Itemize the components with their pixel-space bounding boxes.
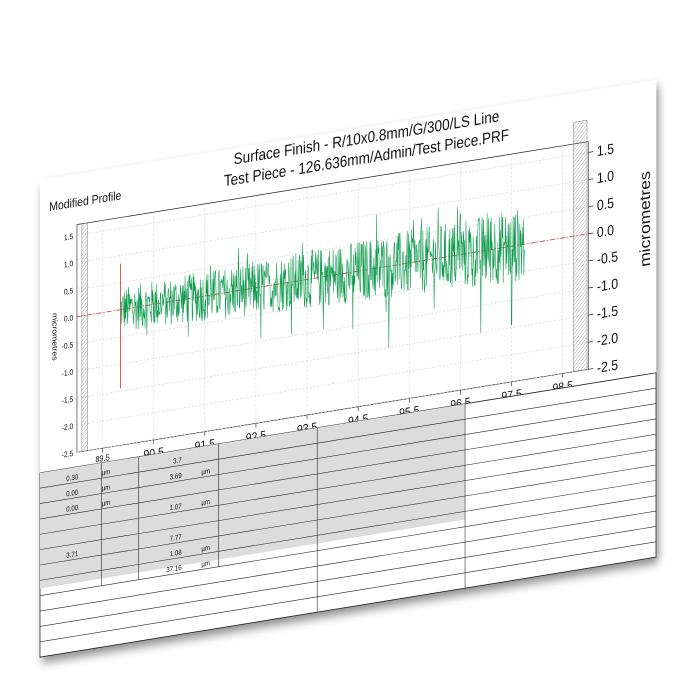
right-tick-mark <box>588 341 594 343</box>
table-cell: 0.30 <box>66 474 78 483</box>
grid-line-y-1 <box>76 179 589 263</box>
table-row-line <box>40 480 656 581</box>
table-cell: 1.07 <box>170 503 182 512</box>
right-tick-mark <box>588 368 594 370</box>
right-tick-mark <box>588 205 594 208</box>
right-y-tick-labels: 1.5 1.0 0.5 0.0 -0.5 -1.0 -1.5 -2.0 -2.5 <box>588 140 618 377</box>
right-tick-mark <box>588 232 594 235</box>
grid-line-y-8 <box>76 369 589 453</box>
table-cell: 3.7 <box>173 457 182 466</box>
right-y-tick-label: -1.0 <box>597 275 618 295</box>
table-cell: µm <box>102 468 111 477</box>
table-cell: 7.77 <box>170 534 182 543</box>
right-tick-mark <box>588 178 594 180</box>
table-row-line <box>40 464 656 566</box>
table-row-line <box>40 526 656 627</box>
table-cell: 37.16 <box>166 564 182 574</box>
table-row-line <box>40 433 656 535</box>
table-cell: µm <box>201 468 210 477</box>
table-values: 0.30 µm 3.7 0.00 µm 3.69 µm 0.00 µm 1.07 µm 3.71 7.7… <box>66 457 210 575</box>
right-y-tick-label: 0.5 <box>597 195 614 214</box>
plot-area: 89.590.591.592.593.594.595.596.597.598.5… <box>62 119 618 466</box>
left-y-tick-label: -1.0 <box>62 367 74 379</box>
sheet-plane: Modified Profile Surface Finish - R/10x0… <box>39 79 657 658</box>
grid-line-y-7 <box>76 341 589 426</box>
left-y-tick-label: -1.5 <box>62 394 74 406</box>
grid-line-y-6 <box>76 314 589 399</box>
table-cell: µm <box>201 560 210 569</box>
table-cell: µm <box>201 544 210 553</box>
table-grey-band <box>40 403 466 589</box>
right-y-tick-label: 1.5 <box>597 140 614 159</box>
left-y-tick-label: 1.5 <box>64 231 73 242</box>
table-cell: µm <box>102 484 111 493</box>
left-hatch-zone <box>81 222 88 452</box>
left-y-tick-label: -2.0 <box>62 421 74 433</box>
right-tick-mark <box>588 259 594 262</box>
results-table: 0.30 µm 3.7 0.00 µm 3.69 µm 0.00 µm 1.07 µm 3.71 7.7… <box>39 372 657 658</box>
left-y-tick-label: -2.5 <box>62 448 74 460</box>
table-row-line <box>40 418 656 520</box>
table-row-line <box>40 403 656 504</box>
right-y-tick-label: -0.5 <box>597 248 618 268</box>
table-row-line <box>40 495 656 597</box>
right-y-tick-label: -2.5 <box>597 357 618 377</box>
table-row-line <box>40 510 656 612</box>
x-tick-label: 89.5 <box>95 452 110 464</box>
table-cell: 3.69 <box>170 472 182 481</box>
table-cell: 0.00 <box>66 504 78 513</box>
right-axis-label: micrometres <box>637 170 653 268</box>
series-profile-line <box>120 206 525 348</box>
right-y-tick-label: 0.0 <box>597 222 614 241</box>
table-row-line <box>40 387 656 489</box>
left-y-tick-label: 0.5 <box>64 286 73 297</box>
left-y-tick-label: 0.0 <box>64 313 73 324</box>
table-cell: 0.00 <box>66 489 78 498</box>
grid-line-y-5 <box>76 287 589 372</box>
table-row-line <box>40 449 656 550</box>
left-axis-label: micrometres <box>50 312 58 361</box>
right-tick-mark <box>588 313 594 316</box>
left-y-tick-label: 1.0 <box>64 259 73 270</box>
left-y-tick-labels: 1.5 1.0 0.5 0.0 -0.5 -1.0 -1.5 -2.0 -2.5 <box>62 231 74 459</box>
table-cell: µm <box>102 499 111 508</box>
table-cell: µm <box>201 498 210 507</box>
right-y-tick-label: -1.5 <box>597 302 618 322</box>
table-cell: 3.71 <box>66 551 78 560</box>
left-y-tick-label: -0.5 <box>62 340 74 352</box>
right-hatch-zone <box>573 119 588 373</box>
right-y-tick-label: 1.0 <box>597 168 614 187</box>
table-cell: 1.08 <box>170 549 182 558</box>
table-row-line <box>40 541 656 643</box>
right-tick-mark <box>588 151 594 153</box>
grid-line-y-0 <box>76 152 589 236</box>
right-y-tick-label: -2.0 <box>597 330 618 350</box>
right-tick-mark <box>588 286 594 289</box>
table-grid <box>40 387 656 643</box>
